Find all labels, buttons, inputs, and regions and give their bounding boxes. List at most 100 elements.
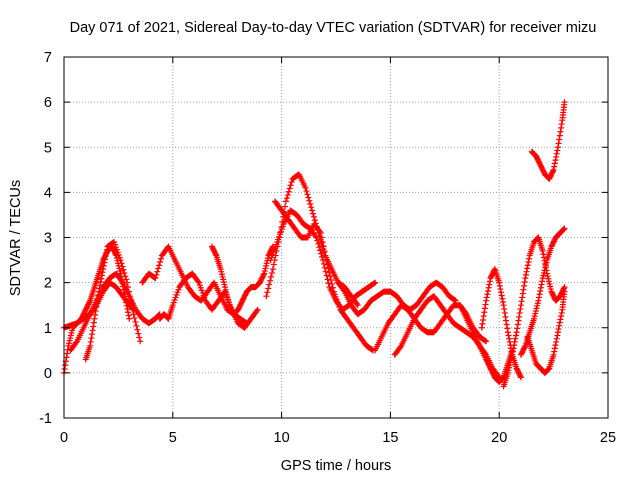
data-point: [126, 293, 133, 300]
data-point: [316, 244, 323, 251]
series-trace-g: [208, 243, 276, 318]
data-point: [314, 237, 321, 244]
data-point: [312, 233, 319, 240]
y-tick-label: 6: [44, 95, 52, 111]
data-point: [558, 313, 565, 320]
data-point: [263, 293, 270, 300]
data-point: [325, 265, 332, 272]
data-point: [92, 311, 99, 318]
data-point: [556, 319, 563, 326]
data-point: [478, 324, 485, 331]
data-point: [516, 313, 523, 320]
data-point: [551, 160, 558, 167]
data-point: [504, 325, 511, 332]
data-point: [510, 345, 517, 352]
data-point: [558, 124, 565, 131]
data-point: [561, 288, 568, 295]
data-point: [554, 144, 561, 151]
data-point: [539, 248, 546, 255]
data-point: [499, 295, 506, 302]
data-point: [521, 282, 528, 289]
data-point: [282, 203, 289, 210]
data-point: [152, 275, 159, 282]
data-point: [519, 290, 526, 297]
data-point: [131, 315, 138, 322]
data-point: [311, 217, 318, 224]
data-point: [540, 251, 547, 258]
data-point: [537, 284, 544, 291]
data-point: [288, 179, 295, 186]
data-point: [118, 260, 125, 267]
x-tick-label: 15: [382, 430, 398, 446]
data-point: [317, 229, 324, 236]
data-point: [506, 335, 513, 342]
data-point: [498, 292, 505, 299]
data-point: [498, 289, 505, 296]
data-point: [130, 311, 137, 318]
data-point: [524, 265, 531, 272]
data-point: [534, 235, 541, 242]
data-point: [325, 280, 332, 287]
data-point: [521, 344, 528, 351]
data-point: [118, 278, 125, 285]
data-point: [306, 197, 313, 204]
data-point: [551, 345, 558, 352]
data-point: [287, 182, 294, 189]
data-point: [511, 338, 518, 345]
data-point: [132, 318, 139, 325]
data-point: [102, 256, 109, 263]
data-point: [517, 374, 524, 381]
data-point: [100, 262, 107, 269]
data-point: [133, 322, 140, 329]
data-point: [482, 337, 489, 344]
data-point: [95, 292, 102, 299]
data-point: [128, 302, 135, 309]
data-point: [517, 302, 524, 309]
data-point: [124, 306, 131, 313]
series-trace-c: [67, 270, 163, 354]
data-point: [369, 346, 376, 353]
series-trace-j: [272, 198, 376, 354]
data-point: [305, 194, 312, 201]
series-trace-l: [372, 302, 490, 354]
data-point: [537, 288, 544, 295]
data-point: [549, 168, 556, 175]
data-point: [282, 198, 289, 205]
data-point: [260, 271, 267, 278]
data-point: [302, 184, 309, 191]
data-point: [285, 188, 292, 195]
data-point: [479, 320, 486, 327]
y-axis-label: SDTVAR / TECUs: [8, 180, 24, 296]
data-point: [324, 276, 331, 283]
chart-title: Day 071 of 2021, Sidereal Day-to-day VTE…: [70, 20, 597, 36]
x-tick-label: 10: [274, 430, 290, 446]
data-point: [120, 266, 127, 273]
data-point: [315, 240, 322, 247]
data-point: [501, 306, 508, 313]
data-point: [503, 321, 510, 328]
data-point: [304, 191, 311, 198]
data-point: [556, 322, 563, 329]
data-point: [266, 281, 273, 288]
series-trace-q: [528, 99, 568, 182]
data-point: [353, 300, 360, 307]
data-point: [504, 329, 511, 336]
data-point: [323, 257, 330, 264]
y-tick-label: -1: [39, 411, 52, 427]
data-point: [502, 313, 509, 320]
data-point: [451, 297, 458, 304]
data-point: [556, 132, 563, 139]
data-point: [514, 325, 521, 332]
data-point: [123, 276, 130, 283]
y-tick-label: 5: [44, 140, 52, 156]
data-point: [560, 226, 567, 233]
data-point: [136, 334, 143, 341]
data-point: [553, 153, 560, 160]
data-point: [61, 366, 68, 373]
data-point: [516, 309, 523, 316]
data-point: [265, 285, 272, 292]
data-point: [552, 342, 559, 349]
data-point: [554, 332, 561, 339]
series-trace-d: [82, 239, 144, 363]
data-point: [284, 191, 291, 198]
